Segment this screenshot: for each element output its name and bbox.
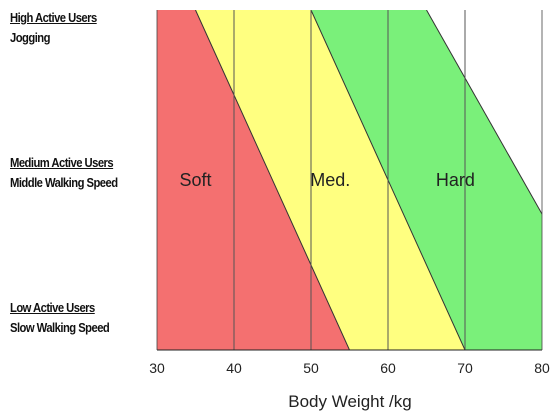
y-category-medium-title: Medium Active Users [10,156,114,170]
x-tick-label: 50 [303,360,319,376]
band-label-med: Med. [310,170,350,190]
y-category-high-title: High Active Users [10,11,97,25]
band-soft [157,10,350,350]
y-category-low-subtitle: Slow Walking Speed [10,321,110,335]
y-category-medium: Medium Active Users Middle Walking Speed [10,153,118,193]
x-tick-label: 40 [226,360,242,376]
x-tick-label: 80 [534,360,550,376]
y-category-medium-subtitle: Middle Walking Speed [10,176,118,190]
x-tick-label: 30 [149,360,165,376]
x-tick-label: 70 [457,360,473,376]
y-category-high-subtitle: Jogging [10,31,51,45]
band-boundary-line [426,10,542,216]
bands-group [157,10,542,350]
band-hard [311,10,542,350]
band-label-hard: Hard [436,170,475,190]
band-label-soft: Soft [179,170,211,190]
band-med [195,10,465,350]
y-category-low: Low Active Users Slow Walking Speed [10,298,110,338]
y-category-low-title: Low Active Users [10,301,95,315]
x-tick-label: 60 [380,360,396,376]
band-boundary-line [195,10,350,350]
y-category-high: High Active Users Jogging [10,8,97,48]
x-axis-label: Body Weight /kg [288,392,412,411]
